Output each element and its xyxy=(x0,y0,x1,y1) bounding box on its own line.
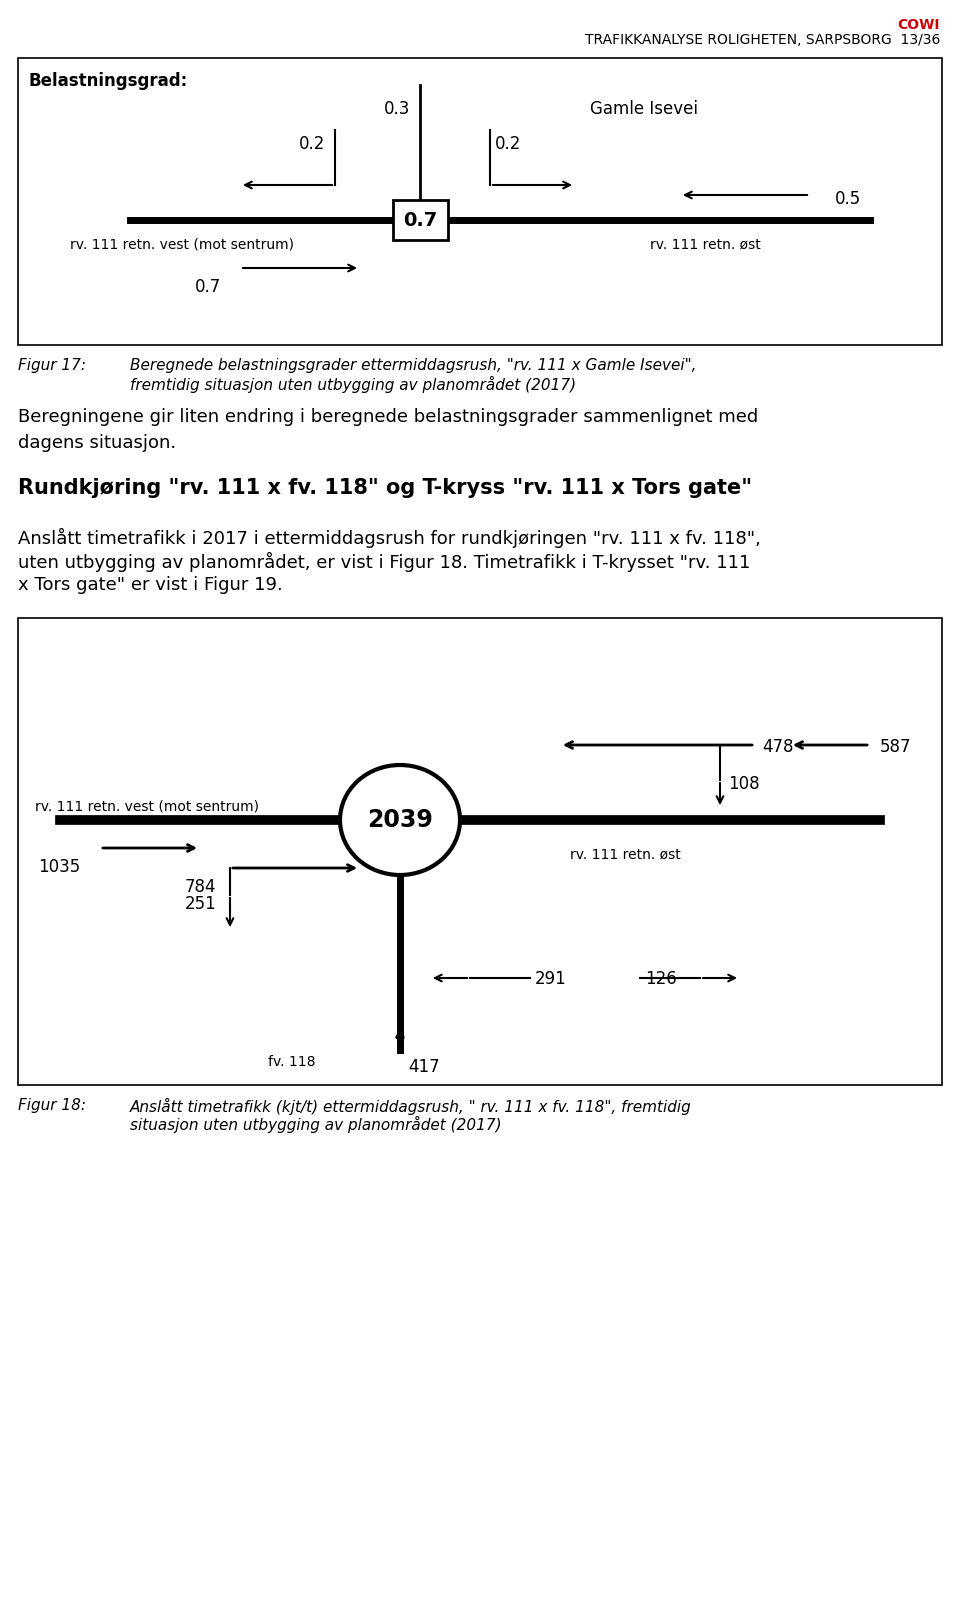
Bar xyxy=(393,200,447,240)
Text: rv. 111 retn. vest (mot sentrum): rv. 111 retn. vest (mot sentrum) xyxy=(70,239,294,251)
Text: Anslått timetrafikk i 2017 i ettermiddagsrush for rundkjøringen "rv. 111 x fv. 1: Anslått timetrafikk i 2017 i ettermiddag… xyxy=(18,529,761,548)
Text: situasjon uten utbygging av planområdet (2017): situasjon uten utbygging av planområdet … xyxy=(130,1116,502,1133)
Text: TRAFIKKANALYSE ROLIGHETEN, SARPSBORG  13/36: TRAFIKKANALYSE ROLIGHETEN, SARPSBORG 13/… xyxy=(585,32,940,47)
Text: 126: 126 xyxy=(645,970,677,988)
Bar xyxy=(18,58,942,345)
Text: 0.2: 0.2 xyxy=(495,135,521,153)
Text: 291: 291 xyxy=(535,970,566,988)
Text: rv. 111 retn. vest (mot sentrum): rv. 111 retn. vest (mot sentrum) xyxy=(35,800,259,814)
Text: 0.7: 0.7 xyxy=(403,211,437,229)
Text: fv. 118: fv. 118 xyxy=(268,1054,316,1069)
Text: 108: 108 xyxy=(728,775,759,793)
Text: Beregnede belastningsgrader ettermiddagsrush, "rv. 111 x Gamle Isevei",: Beregnede belastningsgrader ettermiddags… xyxy=(130,358,697,372)
Text: 251: 251 xyxy=(185,895,217,912)
Text: 2039: 2039 xyxy=(367,808,433,832)
Text: COWI: COWI xyxy=(898,18,940,32)
Text: 0.5: 0.5 xyxy=(835,190,861,208)
Text: fremtidig situasjon uten utbygging av planområdet (2017): fremtidig situasjon uten utbygging av pl… xyxy=(130,376,576,393)
Ellipse shape xyxy=(340,766,460,875)
Text: 0.3: 0.3 xyxy=(384,100,410,118)
Text: 587: 587 xyxy=(880,738,911,756)
Text: x Tors gate" er vist i Figur 19.: x Tors gate" er vist i Figur 19. xyxy=(18,575,283,593)
Text: dagens situasjon.: dagens situasjon. xyxy=(18,434,176,451)
Text: rv. 111 retn. øst: rv. 111 retn. øst xyxy=(650,239,760,251)
Text: Gamle Isevei: Gamle Isevei xyxy=(590,100,698,118)
Text: Anslått timetrafikk (kjt/t) ettermiddagsrush, " rv. 111 x fv. 118", fremtidig: Anslått timetrafikk (kjt/t) ettermiddags… xyxy=(130,1098,692,1116)
Text: 784: 784 xyxy=(185,879,217,896)
Text: 478: 478 xyxy=(762,738,794,756)
Text: Belastningsgrad:: Belastningsgrad: xyxy=(28,73,187,90)
Text: Figur 17:: Figur 17: xyxy=(18,358,86,372)
Text: Rundkjøring "rv. 111 x fv. 118" og T-kryss "rv. 111 x Tors gate": Rundkjøring "rv. 111 x fv. 118" og T-kry… xyxy=(18,479,752,498)
Bar xyxy=(18,617,942,1085)
Text: 0.2: 0.2 xyxy=(299,135,325,153)
Text: Beregningene gir liten endring i beregnede belastningsgrader sammenlignet med: Beregningene gir liten endring i beregne… xyxy=(18,408,758,426)
Text: uten utbygging av planområdet, er vist i Figur 18. Timetrafikk i T-krysset "rv. : uten utbygging av planområdet, er vist i… xyxy=(18,551,751,572)
Text: 0.7: 0.7 xyxy=(195,277,221,297)
Text: 417: 417 xyxy=(408,1057,440,1075)
Text: 1035: 1035 xyxy=(38,858,81,875)
Text: rv. 111 retn. øst: rv. 111 retn. øst xyxy=(570,848,681,862)
Text: Figur 18:: Figur 18: xyxy=(18,1098,86,1112)
